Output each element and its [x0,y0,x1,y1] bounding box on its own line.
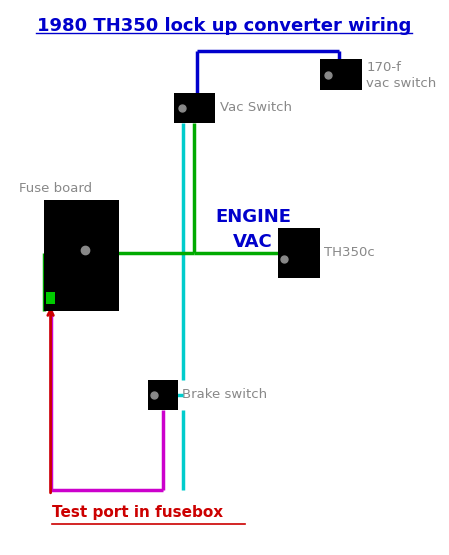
Text: TH350c: TH350c [324,246,375,259]
Text: Test port in fusebox: Test port in fusebox [52,504,223,519]
Text: Vac Switch: Vac Switch [220,101,292,114]
Bar [44,200,119,311]
Bar [320,59,362,90]
Text: Fuse board: Fuse board [19,181,92,195]
Bar [149,380,178,410]
Bar [174,93,216,123]
Text: vac switch: vac switch [366,77,436,89]
Text: ENGINE: ENGINE [215,208,291,226]
Bar [46,292,55,304]
Text: 170-f: 170-f [366,62,401,74]
Text: 1980 TH350 lock up converter wiring: 1980 TH350 lock up converter wiring [37,17,411,35]
Bar [278,228,320,278]
Text: VAC: VAC [233,233,273,251]
Text: Brake switch: Brake switch [182,388,267,401]
